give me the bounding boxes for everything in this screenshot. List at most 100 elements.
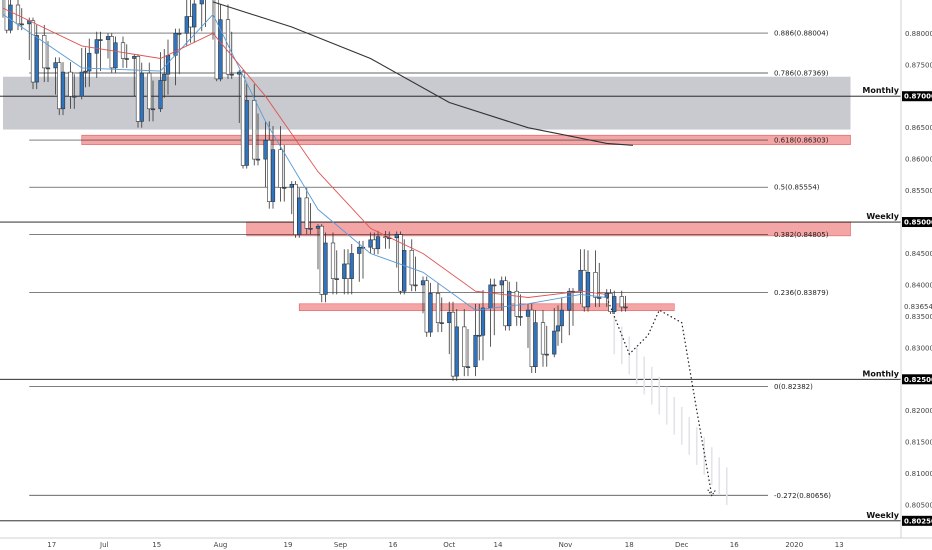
- time-tick-label: 15: [152, 541, 161, 549]
- ema_fast-line: [2, 13, 607, 311]
- time-tick-label: Aug: [214, 541, 228, 549]
- candle-body: [282, 187, 287, 189]
- candle-body: [297, 197, 302, 235]
- candle-body: [499, 280, 504, 286]
- price-tick-label: 0.83000: [905, 344, 932, 352]
- candle-body: [139, 72, 144, 122]
- candle-body: [42, 35, 47, 69]
- candle-body: [619, 296, 624, 308]
- price-tick-label: 0.81000: [905, 470, 932, 478]
- candle-body: [450, 311, 456, 377]
- price-tick-label: 0.85500: [905, 187, 932, 195]
- candle-body: [315, 225, 321, 229]
- price-badge-label: 0.80250: [904, 517, 932, 525]
- price-tick-label: 0.86500: [905, 124, 932, 132]
- candle-body: [507, 290, 512, 327]
- projection-arrowhead: [707, 489, 717, 497]
- candle-body: [240, 71, 246, 166]
- candle-body: [578, 269, 583, 292]
- levels-layer: Monthly Weekly Monthly Weekly: [0, 86, 901, 522]
- candle-body: [323, 242, 328, 295]
- level-label: Monthly: [862, 86, 899, 95]
- red-zone: [298, 303, 675, 312]
- candle-body: [278, 149, 283, 188]
- candle-body: [94, 39, 99, 54]
- time-tick-label: 17: [47, 541, 56, 549]
- candle-body: [462, 326, 467, 368]
- grey-zone: [3, 76, 851, 130]
- candle-body: [184, 16, 189, 34]
- candle-body: [225, 19, 231, 75]
- fib-label: 0.382(0.84805): [774, 231, 829, 239]
- candle-body: [229, 73, 234, 76]
- candle-body: [120, 42, 126, 59]
- candle-body: [79, 71, 84, 97]
- projection-bars-layer: [613, 316, 728, 506]
- candle-body: [612, 296, 617, 312]
- candle-body: [83, 70, 88, 73]
- level-label: Monthly: [862, 369, 899, 378]
- fib-label: 0.236(0.83879): [774, 289, 829, 297]
- time-axis[interactable]: 17 Jul 15 Aug 19 Sep 16 Oct 14 Nov 18 Dec 16 2020 13: [0, 537, 932, 549]
- candle-body: [60, 71, 66, 110]
- candle-body: [255, 158, 261, 161]
- level-label: Weekly: [866, 212, 899, 221]
- time-tick-label: 18: [625, 541, 634, 549]
- zones-layer: [3, 76, 851, 312]
- candle-body: [289, 183, 294, 188]
- candle-body: [424, 280, 429, 333]
- time-tick-label: 13: [835, 541, 844, 549]
- price-axis[interactable]: 0.88000 0.87500 0.86500 0.86000 0.85500 0.845…: [900, 0, 932, 538]
- candle-body: [87, 52, 92, 72]
- candle-body: [293, 183, 298, 235]
- candle-body: [147, 72, 152, 110]
- candle-body: [582, 269, 587, 308]
- candle-body: [525, 309, 531, 317]
- candle-body: [192, 3, 197, 28]
- candle-body: [34, 35, 39, 83]
- candle-body: [188, 16, 193, 28]
- candle-body: [304, 197, 309, 229]
- candle-body: [19, 23, 24, 26]
- candle-body: [567, 290, 572, 311]
- candle-body: [308, 228, 313, 230]
- fib-label: 0.786(0.87369): [774, 70, 829, 78]
- fib-label: 0.618(0.86303): [774, 137, 829, 145]
- candle-body: [593, 272, 598, 298]
- candle-body: [623, 306, 628, 309]
- candle-body: [334, 278, 339, 280]
- projection-path: [606, 297, 713, 496]
- candle-body: [109, 36, 114, 69]
- candle-body: [394, 234, 399, 239]
- price-tick-label: 0.86000: [905, 156, 932, 164]
- candle-body: [68, 71, 73, 97]
- fib-levels-layer: 0.886(0.88004) 0.786(0.87369) 0.618(0.8630…: [29, 30, 831, 500]
- candle-body: [105, 36, 111, 40]
- candle-body: [435, 293, 441, 323]
- candle-body: [413, 284, 418, 287]
- candle-body: [177, 33, 182, 35]
- fib-label: 0.5(0.85554): [774, 184, 820, 192]
- candle-body: [585, 272, 591, 308]
- sma_long-line: [212, 1, 634, 146]
- price-tick-label: 0.83500: [905, 313, 932, 321]
- candle-body: [72, 95, 77, 98]
- candle-body: [162, 73, 167, 81]
- candle-body: [473, 334, 478, 368]
- candle-body: [447, 311, 452, 323]
- time-tick-label: Sep: [334, 541, 348, 549]
- price-tick-label: 0.84500: [905, 250, 932, 258]
- fib-label: 0(0.82382): [774, 383, 813, 391]
- candle-body: [244, 100, 249, 166]
- time-tick-label: 2020: [785, 541, 803, 549]
- candle-body: [53, 62, 58, 69]
- candle-body: [533, 322, 538, 368]
- candle-body: [218, 19, 223, 80]
- candle-body: [559, 309, 564, 327]
- candle-body: [375, 236, 381, 250]
- candle-body: [4, 0, 9, 31]
- candle-body: [349, 253, 354, 279]
